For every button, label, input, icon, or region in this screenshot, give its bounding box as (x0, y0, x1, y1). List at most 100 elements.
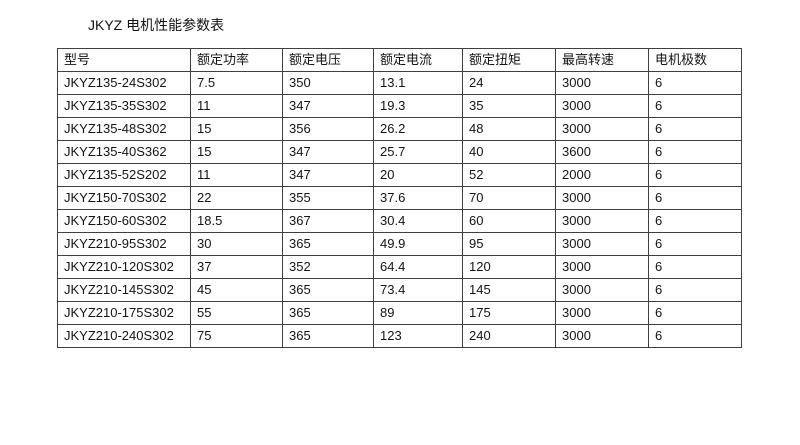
value-cell: 6 (648, 232, 742, 256)
table-row: JKYZ210-240S302 75 365 123 240 3000 6 (57, 324, 742, 348)
model-cell: JKYZ210-145S302 (57, 278, 191, 302)
value-cell: 55 (190, 301, 283, 325)
model-cell: JKYZ135-48S302 (57, 117, 191, 141)
value-cell: 6 (648, 255, 742, 279)
table-row: JKYZ135-35S302 11 347 19.3 35 3000 6 (57, 94, 742, 118)
motor-parameters-table: 型号 额定功率 额定电压 额定电流 额定扭矩 最高转速 电机极数 JKYZ135… (57, 48, 742, 348)
value-cell: 3000 (555, 71, 649, 95)
header-max-speed: 最高转速 (555, 48, 649, 72)
value-cell: 347 (282, 140, 374, 164)
value-cell: 37 (190, 255, 283, 279)
value-cell: 3000 (555, 209, 649, 233)
model-cell: JKYZ135-35S302 (57, 94, 191, 118)
value-cell: 89 (373, 301, 463, 325)
value-cell: 95 (462, 232, 556, 256)
value-cell: 367 (282, 209, 374, 233)
value-cell: 3000 (555, 232, 649, 256)
value-cell: 3000 (555, 117, 649, 141)
value-cell: 3000 (555, 94, 649, 118)
header-rated-power: 额定功率 (190, 48, 283, 72)
value-cell: 19.3 (373, 94, 463, 118)
value-cell: 175 (462, 301, 556, 325)
value-cell: 2000 (555, 163, 649, 187)
value-cell: 6 (648, 94, 742, 118)
value-cell: 48 (462, 117, 556, 141)
value-cell: 365 (282, 232, 374, 256)
table-row: JKYZ210-120S302 37 352 64.4 120 3000 6 (57, 255, 742, 279)
header-model: 型号 (57, 48, 191, 72)
value-cell: 40 (462, 140, 556, 164)
model-cell: JKYZ150-60S302 (57, 209, 191, 233)
table-row: JKYZ135-40S362 15 347 25.7 40 3600 6 (57, 140, 742, 164)
value-cell: 15 (190, 117, 283, 141)
value-cell: 30 (190, 232, 283, 256)
value-cell: 24 (462, 71, 556, 95)
value-cell: 365 (282, 301, 374, 325)
header-rated-current: 额定电流 (373, 48, 463, 72)
value-cell: 3600 (555, 140, 649, 164)
value-cell: 3000 (555, 255, 649, 279)
table-row: JKYZ210-95S302 30 365 49.9 95 3000 6 (57, 232, 742, 256)
value-cell: 15 (190, 140, 283, 164)
header-rated-torque: 额定扭矩 (462, 48, 556, 72)
value-cell: 11 (190, 163, 283, 187)
value-cell: 35 (462, 94, 556, 118)
model-cell: JKYZ135-24S302 (57, 71, 191, 95)
value-cell: 6 (648, 140, 742, 164)
value-cell: 6 (648, 209, 742, 233)
value-cell: 352 (282, 255, 374, 279)
value-cell: 6 (648, 117, 742, 141)
header-motor-poles: 电机极数 (648, 48, 742, 72)
value-cell: 75 (190, 324, 283, 348)
value-cell: 26.2 (373, 117, 463, 141)
table-body: JKYZ135-24S302 7.5 350 13.1 24 3000 6 JKYZ135-3… (57, 71, 742, 348)
value-cell: 350 (282, 71, 374, 95)
table-header-row: 型号 额定功率 额定电压 额定电流 额定扭矩 最高转速 电机极数 (57, 48, 742, 72)
value-cell: 6 (648, 71, 742, 95)
value-cell: 120 (462, 255, 556, 279)
table-row: JKYZ150-70S302 22 355 37.6 70 3000 6 (57, 186, 742, 210)
value-cell: 123 (373, 324, 463, 348)
value-cell: 347 (282, 94, 374, 118)
model-cell: JKYZ210-95S302 (57, 232, 191, 256)
value-cell: 11 (190, 94, 283, 118)
value-cell: 365 (282, 324, 374, 348)
table-row: JKYZ135-48S302 15 356 26.2 48 3000 6 (57, 117, 742, 141)
value-cell: 6 (648, 163, 742, 187)
model-cell: JKYZ135-40S362 (57, 140, 191, 164)
value-cell: 22 (190, 186, 283, 210)
table-row: JKYZ150-60S302 18.5 367 30.4 60 3000 6 (57, 209, 742, 233)
value-cell: 7.5 (190, 71, 283, 95)
value-cell: 70 (462, 186, 556, 210)
table-row: JKYZ135-24S302 7.5 350 13.1 24 3000 6 (57, 71, 742, 95)
table-title: JKYZ 电机性能参数表 (88, 17, 225, 33)
value-cell: 6 (648, 186, 742, 210)
value-cell: 18.5 (190, 209, 283, 233)
value-cell: 355 (282, 186, 374, 210)
value-cell: 3000 (555, 301, 649, 325)
value-cell: 13.1 (373, 71, 463, 95)
value-cell: 347 (282, 163, 374, 187)
table-row: JKYZ135-52S202 11 347 20 52 2000 6 (57, 163, 742, 187)
model-cell: JKYZ135-52S202 (57, 163, 191, 187)
value-cell: 45 (190, 278, 283, 302)
value-cell: 60 (462, 209, 556, 233)
value-cell: 240 (462, 324, 556, 348)
value-cell: 6 (648, 278, 742, 302)
value-cell: 6 (648, 301, 742, 325)
value-cell: 25.7 (373, 140, 463, 164)
value-cell: 356 (282, 117, 374, 141)
value-cell: 37.6 (373, 186, 463, 210)
value-cell: 145 (462, 278, 556, 302)
model-cell: JKYZ210-120S302 (57, 255, 191, 279)
value-cell: 52 (462, 163, 556, 187)
value-cell: 6 (648, 324, 742, 348)
model-cell: JKYZ210-240S302 (57, 324, 191, 348)
value-cell: 3000 (555, 278, 649, 302)
model-cell: JKYZ210-175S302 (57, 301, 191, 325)
value-cell: 3000 (555, 324, 649, 348)
value-cell: 365 (282, 278, 374, 302)
table-row: JKYZ210-145S302 45 365 73.4 145 3000 6 (57, 278, 742, 302)
value-cell: 73.4 (373, 278, 463, 302)
